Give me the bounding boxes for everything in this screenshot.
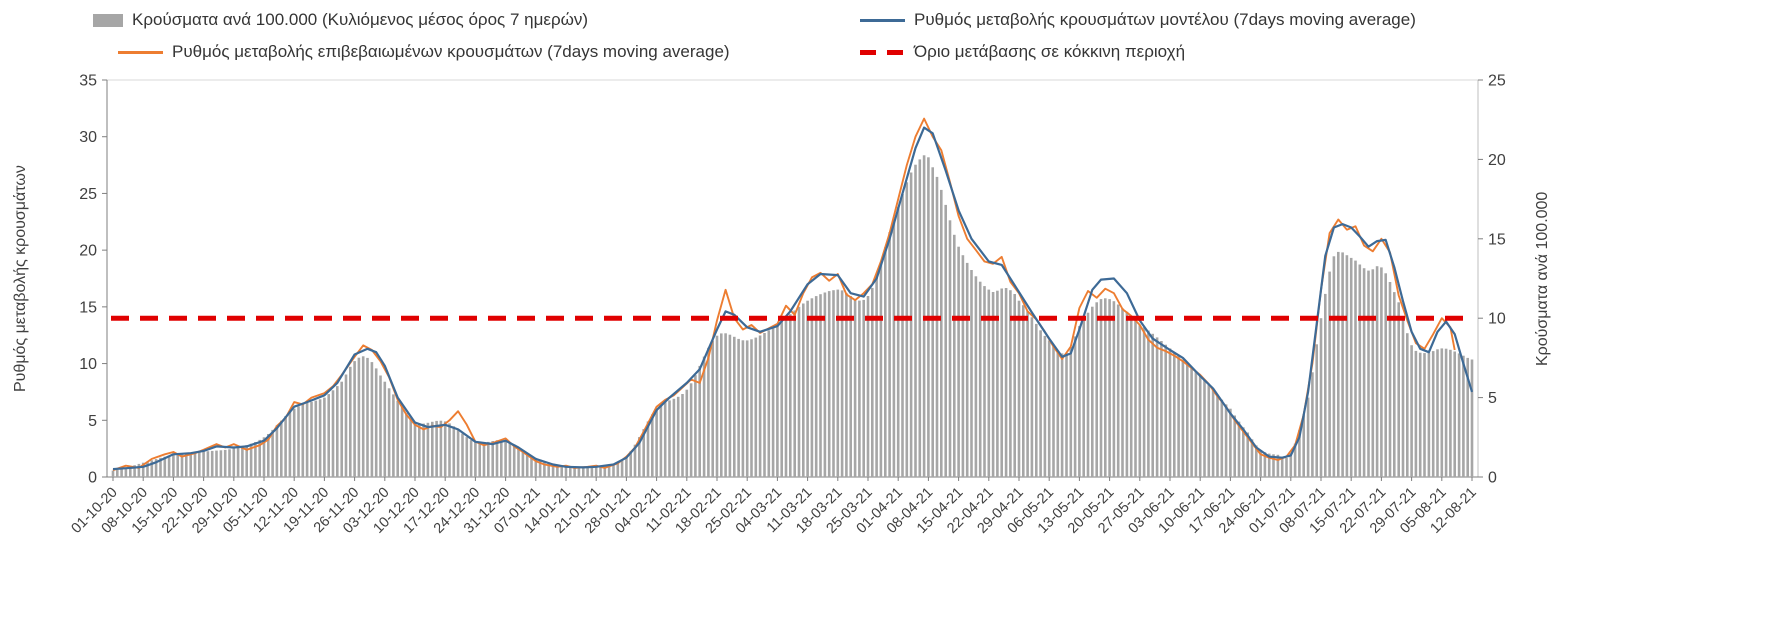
svg-text:15: 15 [1488, 231, 1506, 248]
svg-text:20: 20 [1488, 152, 1506, 169]
model-line [112, 126, 1474, 471]
svg-text:20: 20 [79, 243, 97, 260]
svg-text:0: 0 [88, 470, 97, 487]
legend-item-threshold: Όριο μετάβασης σε κόκκινη περιοχή [860, 42, 1185, 62]
y-axis-right-labels: 0 5 10 15 20 25 [1478, 73, 1506, 487]
legend-model-label: Ρυθμός μεταβολής κρουσμάτων μοντέλου (7d… [914, 10, 1416, 29]
plot-frame [106, 79, 1479, 478]
bars-series [111, 155, 1474, 478]
confirmed-line-swatch-icon [118, 50, 163, 54]
svg-text:10: 10 [79, 356, 97, 373]
svg-text:5: 5 [1488, 390, 1497, 407]
svg-text:10: 10 [1488, 311, 1506, 328]
legend-item-model: Ρυθμός μεταβολής κρουσμάτων μοντέλου (7d… [860, 10, 1416, 30]
legend-cases-label: Κρούσματα ανά 100.000 (Κυλιόμενος μέσος … [132, 10, 589, 29]
legend-item-cases: Κρούσματα ανά 100.000 (Κυλιόμενος μέσος … [93, 10, 588, 30]
bar-swatch-icon [93, 13, 123, 27]
svg-text:5: 5 [88, 413, 97, 430]
svg-text:15: 15 [79, 299, 97, 316]
svg-text:0: 0 [1488, 470, 1497, 487]
svg-text:25: 25 [1488, 73, 1506, 90]
svg-text:30: 30 [79, 129, 97, 146]
model-line-swatch-icon [860, 18, 905, 22]
legend-threshold-label: Όριο μετάβασης σε κόκκινη περιοχή [914, 42, 1186, 61]
svg-text:35: 35 [79, 73, 97, 90]
threshold-dash-swatch-icon [860, 49, 905, 55]
y-axis-left-labels: 0 5 10 15 20 25 30 35 [79, 73, 107, 487]
legend-item-confirmed: Ρυθμός μεταβολής επιβεβαιωμένων κρουσμάτ… [118, 42, 730, 62]
confirmed-line [112, 117, 1456, 472]
legend-confirmed-label: Ρυθμός μεταβολής επιβεβαιωμένων κρουσμάτ… [172, 42, 730, 61]
x-axis-labels: 01-10-2008-10-2015-10-2022-10-2029-10-20… [68, 477, 1480, 537]
svg-text:25: 25 [79, 186, 97, 203]
